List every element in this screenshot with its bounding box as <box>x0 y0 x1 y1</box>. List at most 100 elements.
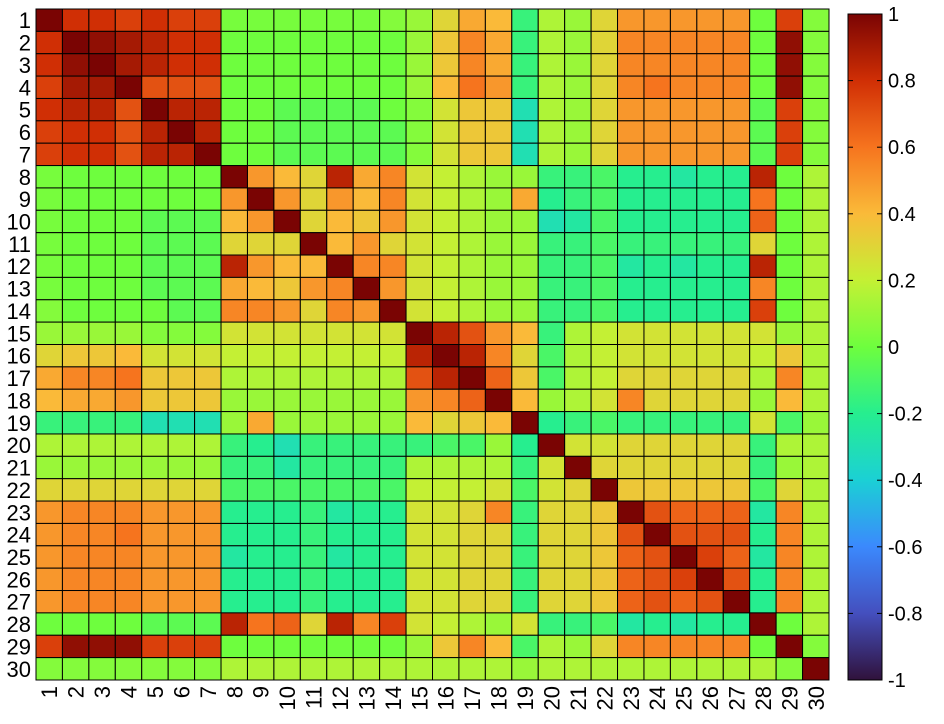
heatmap-cell-24-12 <box>326 522 354 547</box>
heatmap-cell-6-15 <box>405 120 434 144</box>
heatmap-cell-2-6 <box>167 30 196 55</box>
heatmap-cell-21-10 <box>273 455 301 480</box>
heatmap-cell-12-23 <box>617 254 645 278</box>
heatmap-cell-2-30 <box>802 30 830 55</box>
heatmap-cell-4-8 <box>220 75 248 99</box>
y-tick-label: 30 <box>7 657 31 682</box>
heatmap-cell-29-6 <box>167 634 196 659</box>
heatmap-cell-18-12 <box>326 388 354 413</box>
heatmap-cell-23-28 <box>749 500 777 524</box>
heatmap-cell-18-10 <box>273 388 301 413</box>
heatmap-cell-12-18 <box>484 254 513 278</box>
heatmap-cell-6-29 <box>775 120 804 144</box>
heatmap-cell-10-27 <box>722 209 751 234</box>
heatmap-cell-5-20 <box>537 97 566 122</box>
heatmap-cell-13-16 <box>432 276 460 301</box>
heatmap-cell-29-11 <box>299 634 328 659</box>
y-tick-label: 13 <box>7 277 31 302</box>
x-tick-label: 15 <box>407 686 432 710</box>
heatmap-cell-23-3 <box>88 500 116 524</box>
heatmap-cell-22-25 <box>669 478 698 502</box>
heatmap-cell-2-26 <box>696 30 724 55</box>
heatmap-cell-19-9 <box>246 411 275 435</box>
heatmap-cell-27-6 <box>167 590 196 614</box>
heatmap-cell-10-22 <box>590 209 619 234</box>
x-tick-label: 29 <box>777 686 802 710</box>
heatmap-cell-9-2 <box>61 187 90 211</box>
heatmap-cell-8-22 <box>590 165 619 189</box>
heatmap-cell-3-11 <box>299 53 328 77</box>
heatmap-cell-27-27 <box>722 590 751 614</box>
heatmap-cell-8-7 <box>194 165 222 189</box>
heatmap-cell-28-2 <box>61 612 90 636</box>
heatmap-cell-27-17 <box>458 590 486 614</box>
heatmap-cell-13-4 <box>114 276 143 301</box>
heatmap-cell-3-4 <box>114 53 143 77</box>
heatmap-cell-2-23 <box>617 30 645 55</box>
y-tick-label: 11 <box>8 232 31 257</box>
heatmap-cell-11-23 <box>617 232 645 256</box>
heatmap-cell-19-12 <box>326 411 354 435</box>
heatmap-cell-3-26 <box>696 53 724 77</box>
heatmap-cell-19-8 <box>220 411 248 435</box>
colorbar: 1 0.8 0.6 0.4 0.2 0 -0.2 -0.4 -0.6 -0.8 -1 <box>847 4 922 692</box>
y-tick-label: 5 <box>19 98 31 123</box>
heatmap-cell-22-14 <box>379 478 407 502</box>
heatmap-cell-30-16 <box>432 657 460 681</box>
colorbar-tick-label: 0.6 <box>888 137 916 159</box>
heatmap-cell-14-7 <box>194 299 222 323</box>
heatmap-cell-12-24 <box>643 254 671 278</box>
heatmap-cell-16-5 <box>141 344 169 368</box>
heatmap-cell-25-16 <box>432 545 460 569</box>
heatmap-cell-19-10 <box>273 411 301 435</box>
heatmap-cell-15-13 <box>352 321 381 346</box>
heatmap-cell-14-15 <box>405 299 434 323</box>
heatmap-cell-26-4 <box>114 567 143 592</box>
heatmap-cell-4-10 <box>273 75 301 99</box>
heatmap-cell-14-4 <box>114 299 143 323</box>
x-tick-label: 21 <box>566 686 591 710</box>
heatmap-cell-4-16 <box>432 75 460 99</box>
heatmap-cell-10-19 <box>511 209 539 234</box>
heatmap-cell-28-24 <box>643 612 671 636</box>
heatmap-cell-29-22 <box>590 634 619 659</box>
heatmap-cell-1-19 <box>511 8 539 32</box>
heatmap-cell-18-30 <box>802 388 830 413</box>
heatmap-cell-28-22 <box>590 612 619 636</box>
heatmap-cell-7-5 <box>141 142 169 167</box>
heatmap-cell-8-8 <box>220 165 248 189</box>
heatmap-cell-30-1 <box>35 657 63 681</box>
heatmap-cell-15-24 <box>643 321 671 346</box>
heatmap-cell-11-29 <box>775 232 804 256</box>
heatmap-cell-8-15 <box>405 165 434 189</box>
heatmap-cell-8-9 <box>246 165 275 189</box>
heatmap-cell-28-7 <box>194 612 222 636</box>
colorbar-tick-label: 0 <box>888 337 899 359</box>
heatmap-cell-22-11 <box>299 478 328 502</box>
heatmap-cell-6-22 <box>590 120 619 144</box>
heatmap-cell-21-20 <box>537 455 566 480</box>
heatmap-cell-30-22 <box>590 657 619 681</box>
heatmap-cell-21-4 <box>114 455 143 480</box>
heatmap-cell-16-26 <box>696 344 724 368</box>
heatmap-cell-17-25 <box>669 366 698 390</box>
heatmap-cell-22-17 <box>458 478 486 502</box>
heatmap-cell-2-4 <box>114 30 143 55</box>
heatmap-cell-14-10 <box>273 299 301 323</box>
heatmap-cell-26-21 <box>564 567 592 592</box>
heatmap-cell-19-6 <box>167 411 196 435</box>
heatmap-cell-29-15 <box>405 634 434 659</box>
heatmap-cell-11-7 <box>194 232 222 256</box>
heatmap-cell-4-30 <box>802 75 830 99</box>
heatmap-cell-11-17 <box>458 232 486 256</box>
heatmap-cell-10-26 <box>696 209 724 234</box>
heatmap-cell-20-29 <box>775 433 804 457</box>
heatmap-cell-25-8 <box>220 545 248 569</box>
heatmap-cell-1-28 <box>749 8 777 32</box>
heatmap-cell-27-10 <box>273 590 301 614</box>
heatmap-cell-30-23 <box>617 657 645 681</box>
heatmap-cell-10-24 <box>643 209 671 234</box>
heatmap-cell-15-23 <box>617 321 645 346</box>
heatmap-cell-23-8 <box>220 500 248 524</box>
